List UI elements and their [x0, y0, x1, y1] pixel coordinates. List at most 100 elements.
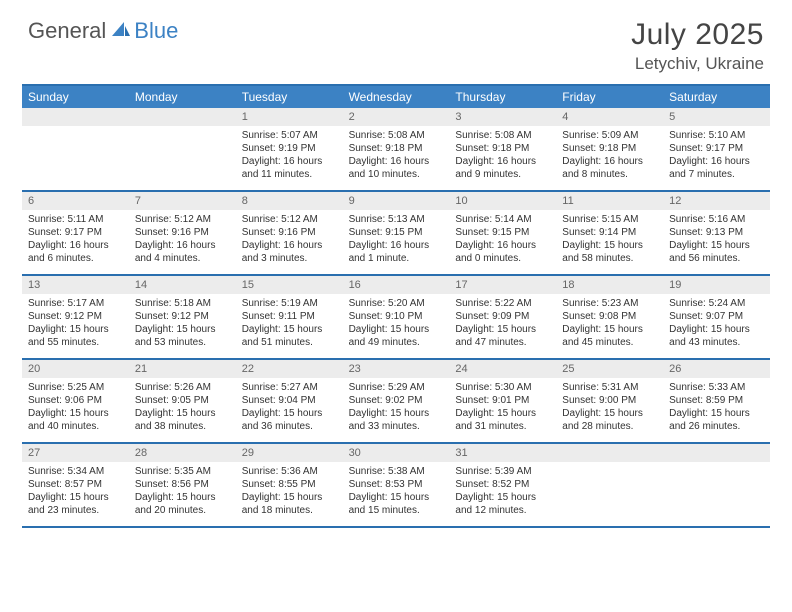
sunset-line: Sunset: 8:57 PM — [28, 478, 123, 491]
day-body: Sunrise: 5:13 AMSunset: 9:15 PMDaylight:… — [343, 210, 450, 271]
day-body: Sunrise: 5:11 AMSunset: 9:17 PMDaylight:… — [22, 210, 129, 271]
sunset-line: Sunset: 9:13 PM — [669, 226, 764, 239]
day-body: Sunrise: 5:07 AMSunset: 9:19 PMDaylight:… — [236, 126, 343, 187]
sunrise-line: Sunrise: 5:23 AM — [562, 297, 657, 310]
day-cell: 1Sunrise: 5:07 AMSunset: 9:19 PMDaylight… — [236, 108, 343, 190]
week-row: 1Sunrise: 5:07 AMSunset: 9:19 PMDaylight… — [22, 108, 770, 192]
sunset-line: Sunset: 9:18 PM — [455, 142, 550, 155]
daylight-line: Daylight: 15 hours and 43 minutes. — [669, 323, 764, 349]
sunset-line: Sunset: 9:15 PM — [349, 226, 444, 239]
day-cell: 7Sunrise: 5:12 AMSunset: 9:16 PMDaylight… — [129, 192, 236, 274]
day-body: Sunrise: 5:22 AMSunset: 9:09 PMDaylight:… — [449, 294, 556, 355]
day-body: Sunrise: 5:25 AMSunset: 9:06 PMDaylight:… — [22, 378, 129, 439]
day-cell: 10 Sunrise: 5:14 AMSunset: 9:15 PMDayligh… — [449, 192, 556, 274]
day-cell: 5Sunrise: 5:10 AMSunset: 9:17 PMDaylight… — [663, 108, 770, 190]
day-cell: 28Sunrise: 5:35 AMSunset: 8:56 PMDayligh… — [129, 444, 236, 526]
sunset-line: Sunset: 8:56 PM — [135, 478, 230, 491]
day-body: Sunrise: 5:15 AMSunset: 9:14 PMDaylight:… — [556, 210, 663, 271]
day-body: Sunrise: 5:39 AMSunset: 8:52 PMDaylight:… — [449, 462, 556, 523]
sunset-line: Sunset: 9:09 PM — [455, 310, 550, 323]
day-number: 4 — [556, 108, 663, 126]
day-cell: 19Sunrise: 5:24 AMSunset: 9:07 PMDayligh… — [663, 276, 770, 358]
day-number: 15 — [236, 276, 343, 294]
sunset-line: Sunset: 9:08 PM — [562, 310, 657, 323]
day-body: Sunrise: 5:12 AMSunset: 9:16 PMDaylight:… — [129, 210, 236, 271]
day-header-row: Sunday Monday Tuesday Wednesday Thursday… — [22, 86, 770, 108]
daylight-line: Daylight: 15 hours and 58 minutes. — [562, 239, 657, 265]
day-number: 2 — [343, 108, 450, 126]
sunrise-line: Sunrise: 5:22 AM — [455, 297, 550, 310]
day-body — [556, 462, 663, 471]
sunrise-line: Sunrise: 5:24 AM — [669, 297, 764, 310]
day-body: Sunrise: 5:16 AMSunset: 9:13 PMDaylight:… — [663, 210, 770, 271]
day-cell: 27Sunrise: 5:34 AMSunset: 8:57 PMDayligh… — [22, 444, 129, 526]
logo: General Blue — [28, 18, 178, 44]
day-body: Sunrise: 5:36 AMSunset: 8:55 PMDaylight:… — [236, 462, 343, 523]
daylight-line: Daylight: 16 hours and 3 minutes. — [242, 239, 337, 265]
sunset-line: Sunset: 9:12 PM — [28, 310, 123, 323]
day-number: 22 — [236, 360, 343, 378]
daylight-line: Daylight: 16 hours and 0 minutes. — [455, 239, 550, 265]
day-cell: 18Sunrise: 5:23 AMSunset: 9:08 PMDayligh… — [556, 276, 663, 358]
sunset-line: Sunset: 9:00 PM — [562, 394, 657, 407]
sunrise-line: Sunrise: 5:39 AM — [455, 465, 550, 478]
sunset-line: Sunset: 9:12 PM — [135, 310, 230, 323]
day-number: 19 — [663, 276, 770, 294]
daylight-line: Daylight: 16 hours and 9 minutes. — [455, 155, 550, 181]
day-body: Sunrise: 5:23 AMSunset: 9:08 PMDaylight:… — [556, 294, 663, 355]
sunrise-line: Sunrise: 5:31 AM — [562, 381, 657, 394]
day-number: 10 — [449, 192, 556, 210]
day-cell: 8Sunrise: 5:12 AMSunset: 9:16 PMDaylight… — [236, 192, 343, 274]
day-body: Sunrise: 5:08 AMSunset: 9:18 PMDaylight:… — [449, 126, 556, 187]
daylight-line: Daylight: 15 hours and 45 minutes. — [562, 323, 657, 349]
day-cell: 6Sunrise: 5:11 AMSunset: 9:17 PMDaylight… — [22, 192, 129, 274]
day-number: 18 — [556, 276, 663, 294]
sunset-line: Sunset: 9:15 PM — [455, 226, 550, 239]
day-body: Sunrise: 5:27 AMSunset: 9:04 PMDaylight:… — [236, 378, 343, 439]
day-number: 21 — [129, 360, 236, 378]
sunrise-line: Sunrise: 5:34 AM — [28, 465, 123, 478]
day-body: Sunrise: 5:24 AMSunset: 9:07 PMDaylight:… — [663, 294, 770, 355]
sunset-line: Sunset: 9:19 PM — [242, 142, 337, 155]
day-cell: 13Sunrise: 5:17 AMSunset: 9:12 PMDayligh… — [22, 276, 129, 358]
daylight-line: Daylight: 15 hours and 20 minutes. — [135, 491, 230, 517]
week-row: 27Sunrise: 5:34 AMSunset: 8:57 PMDayligh… — [22, 444, 770, 528]
week-row: 20Sunrise: 5:25 AMSunset: 9:06 PMDayligh… — [22, 360, 770, 444]
day-number: 1 — [236, 108, 343, 126]
sunset-line: Sunset: 8:53 PM — [349, 478, 444, 491]
day-cell: 20Sunrise: 5:25 AMSunset: 9:06 PMDayligh… — [22, 360, 129, 442]
day-body — [129, 126, 236, 135]
sunset-line: Sunset: 9:06 PM — [28, 394, 123, 407]
day-number: 3 — [449, 108, 556, 126]
day-body: Sunrise: 5:31 AMSunset: 9:00 PMDaylight:… — [556, 378, 663, 439]
sunrise-line: Sunrise: 5:09 AM — [562, 129, 657, 142]
sunrise-line: Sunrise: 5:26 AM — [135, 381, 230, 394]
day-body: Sunrise: 5:10 AMSunset: 9:17 PMDaylight:… — [663, 126, 770, 187]
daylight-line: Daylight: 15 hours and 51 minutes. — [242, 323, 337, 349]
daylight-line: Daylight: 15 hours and 18 minutes. — [242, 491, 337, 517]
day-cell: 22Sunrise: 5:27 AMSunset: 9:04 PMDayligh… — [236, 360, 343, 442]
day-cell: 3Sunrise: 5:08 AMSunset: 9:18 PMDaylight… — [449, 108, 556, 190]
sunrise-line: Sunrise: 5:14 AM — [455, 213, 550, 226]
sunrise-line: Sunrise: 5:38 AM — [349, 465, 444, 478]
day-body: Sunrise: 5:38 AMSunset: 8:53 PMDaylight:… — [343, 462, 450, 523]
sunrise-line: Sunrise: 5:36 AM — [242, 465, 337, 478]
day-number: 17 — [449, 276, 556, 294]
day-body — [22, 126, 129, 135]
day-number — [556, 444, 663, 462]
day-body: Sunrise: 5:30 AMSunset: 9:01 PMDaylight:… — [449, 378, 556, 439]
sunrise-line: Sunrise: 5:16 AM — [669, 213, 764, 226]
dayhead-sun: Sunday — [22, 86, 129, 108]
logo-text-general: General — [28, 18, 106, 44]
sunrise-line: Sunrise: 5:11 AM — [28, 213, 123, 226]
day-cell: 14Sunrise: 5:18 AMSunset: 9:12 PMDayligh… — [129, 276, 236, 358]
day-number — [663, 444, 770, 462]
daylight-line: Daylight: 15 hours and 47 minutes. — [455, 323, 550, 349]
day-cell: 16Sunrise: 5:20 AMSunset: 9:10 PMDayligh… — [343, 276, 450, 358]
day-number: 16 — [343, 276, 450, 294]
day-number: 8 — [236, 192, 343, 210]
day-body: Sunrise: 5:18 AMSunset: 9:12 PMDaylight:… — [129, 294, 236, 355]
sunset-line: Sunset: 9:17 PM — [28, 226, 123, 239]
day-cell — [663, 444, 770, 526]
day-number: 7 — [129, 192, 236, 210]
